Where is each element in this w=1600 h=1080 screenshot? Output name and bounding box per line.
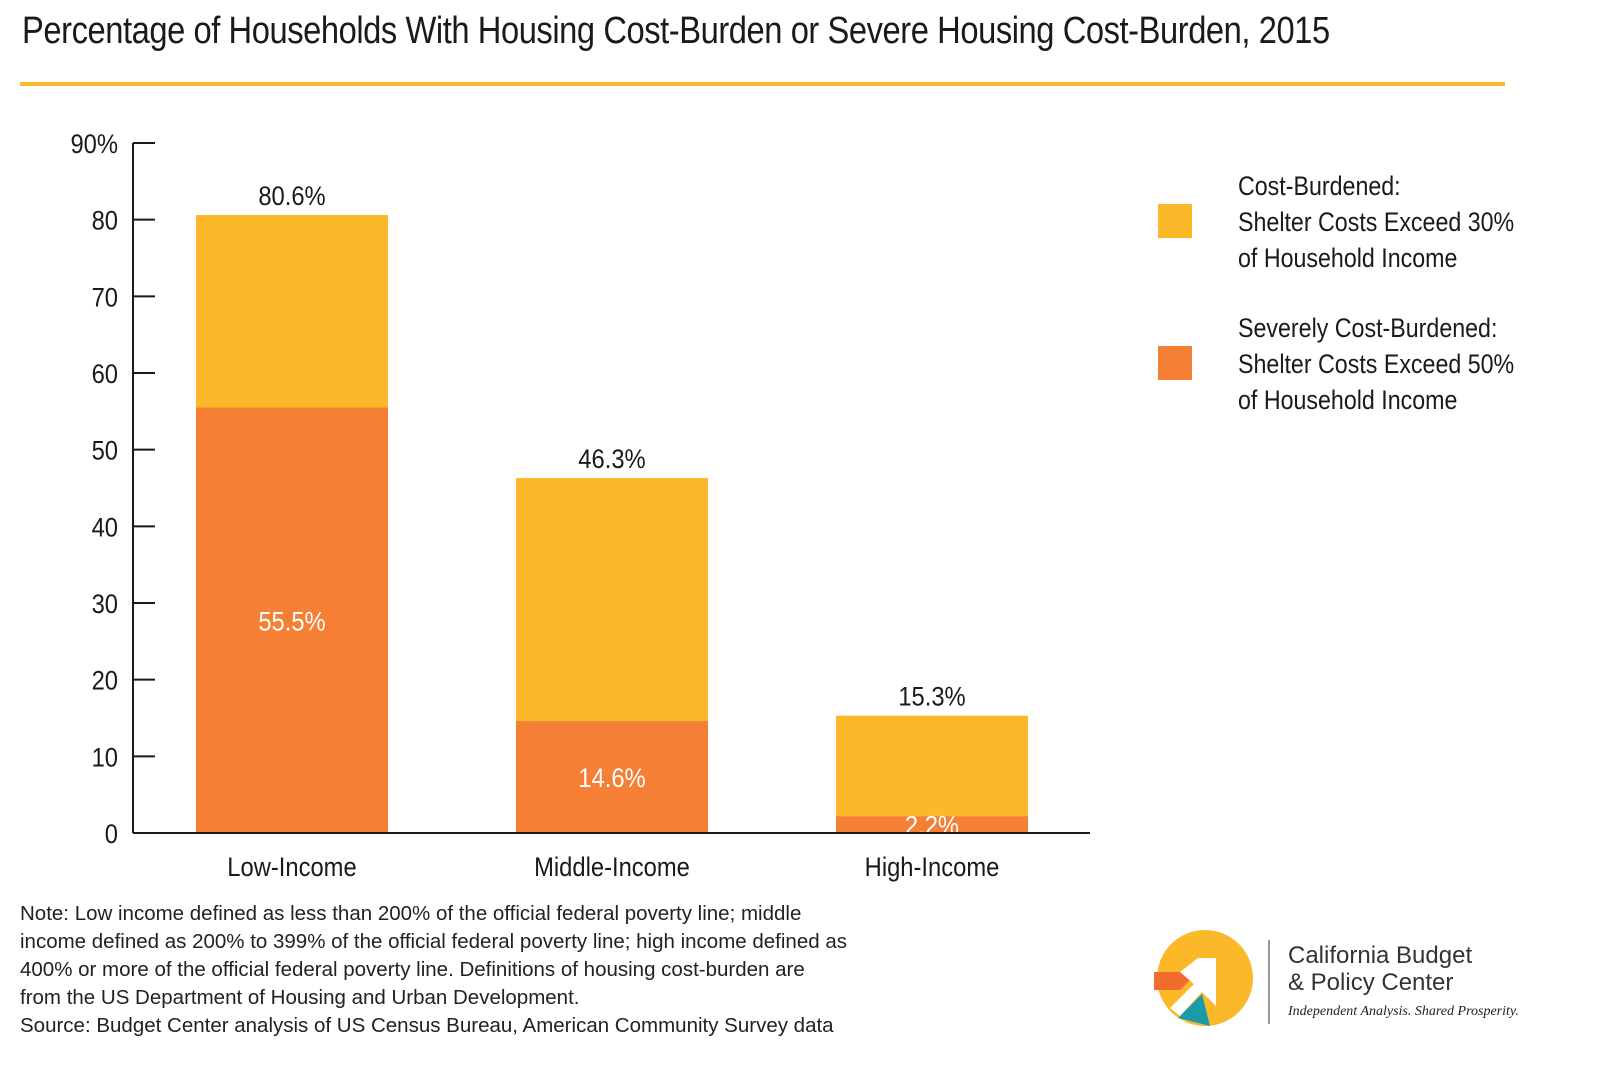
legend-line: Cost-Burdened: (1238, 171, 1401, 201)
logo-name-line: California Budget (1288, 942, 1473, 969)
y-tick-label: 90% (70, 130, 118, 160)
logo-mark-icon (1154, 930, 1253, 1026)
x-tick-label: High-Income (865, 853, 1000, 883)
bar-severely-cost-burdened (196, 407, 388, 833)
footnote: Note: Low income defined as less than 20… (20, 900, 1040, 1040)
logo: California Budget & Policy Center Indepe… (1150, 928, 1580, 1038)
legend-label-cost-burdened: Cost-Burdened: Shelter Costs Exceed 30% … (1238, 168, 1514, 276)
logo-name-line: & Policy Center (1288, 969, 1454, 996)
bar-severely-cost-burdened (516, 721, 708, 833)
legend-line: Severely Cost-Burdened: (1238, 313, 1498, 343)
x-tick-label: Middle-Income (534, 853, 690, 883)
y-tick-label: 20 (92, 666, 118, 696)
data-label-total: 15.3% (898, 682, 965, 712)
bar-cost-burdened (516, 478, 708, 722)
logo-divider (1268, 940, 1270, 1024)
data-label-total: 46.3% (578, 445, 645, 475)
logo-name: California Budget & Policy Center (1288, 942, 1472, 996)
logo-tagline: Independent Analysis. Shared Prosperity. (1288, 1004, 1519, 1019)
data-label-severe: 2.2% (905, 811, 959, 841)
data-label-total: 80.6% (258, 182, 325, 212)
y-tick-label: 60 (92, 360, 118, 390)
legend-line: Shelter Costs Exceed 50% (1238, 349, 1515, 379)
source-line: Source: Budget Center analysis of US Cen… (20, 1014, 834, 1037)
data-label-severe: 55.5% (258, 607, 325, 637)
data-label-severe: 14.6% (578, 764, 645, 794)
footnote-line: from the US Department of Housing and Ur… (20, 986, 580, 1009)
y-tick-label: 10 (92, 743, 118, 773)
bar-severely-cost-burdened (836, 816, 1028, 833)
x-tick-label: Low-Income (227, 853, 356, 883)
y-tick-label: 30 (92, 590, 118, 620)
legend-label-severely-cost-burdened: Severely Cost-Burdened: Shelter Costs Ex… (1238, 310, 1514, 418)
legend-line: Shelter Costs Exceed 30% (1238, 207, 1515, 237)
y-tick-label: 40 (92, 513, 118, 543)
title-divider (20, 82, 1505, 86)
y-tick-label: 50 (92, 436, 118, 466)
legend-swatch-cost-burdened (1158, 204, 1192, 238)
chart-title: Percentage of Households With Housing Co… (22, 10, 1330, 52)
y-tick-label: 0 (105, 820, 118, 850)
y-tick-label: 80 (92, 206, 118, 236)
bar-cost-burdened (836, 715, 1028, 817)
legend-swatch-severely-cost-burdened (1158, 346, 1192, 380)
footnote-line: 400% or more of the official federal pov… (20, 958, 805, 981)
y-tick-label: 70 (92, 283, 118, 313)
bar-cost-burdened (196, 215, 388, 408)
bar-chart: 80.6% 55.5% Low-Income 46.3% 14.6% Middle-Inc… (70, 130, 1090, 883)
footnote-line: Note: Low income defined as less than 20… (20, 902, 802, 925)
footnote-line: income defined as 200% to 399% of the of… (20, 930, 847, 953)
legend-line: of Household Income (1238, 243, 1458, 273)
legend-line: of Household Income (1238, 385, 1458, 415)
